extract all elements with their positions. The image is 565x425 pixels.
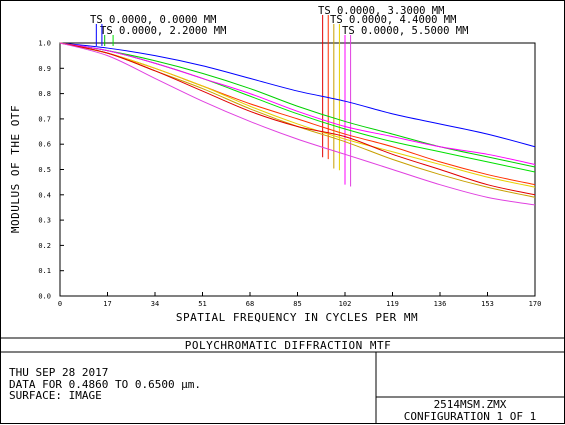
mtf-series-line-0 — [59, 42, 536, 148]
y-tick-label: 0.8 — [38, 90, 51, 98]
legend-entry-3-label: TS 0.0000, 4.4000 MM — [330, 14, 456, 26]
mtf-series-line-5 — [59, 42, 536, 188]
configuration-text: CONFIGURATION 1 OF 1 — [404, 410, 536, 423]
mtf-series-line-7 — [59, 42, 536, 196]
legend-entry-2-label: TS 0.0000, 3.3000 MM — [318, 5, 444, 17]
y-tick-label: 0.6 — [38, 141, 51, 149]
legend-markers — [95, 15, 352, 187]
x-tick-label: 102 — [339, 300, 352, 308]
x-axis-title: SPATIAL FREQUENCY IN CYCLES PER MM — [176, 311, 418, 324]
surface-text: SURFACE: IMAGE — [9, 389, 102, 402]
plot-area — [59, 42, 536, 297]
mtf-series-line-3 — [59, 42, 536, 165]
legend-entry-1-label: TS 0.0000, 2.2000 MM — [100, 25, 226, 37]
chart-title: POLYCHROMATIC DIFFRACTION MTF — [185, 339, 392, 352]
x-tick-label: 68 — [246, 300, 254, 308]
x-tick-label: 51 — [198, 300, 206, 308]
y-tick-label: 0.1 — [38, 267, 51, 275]
legend: TS 0.0000, 0.0000 MM TS 0.0000, 2.2000 M… — [90, 5, 468, 187]
y-tick-label: 1.0 — [38, 40, 51, 48]
file-name: 2514MSM.ZMX — [434, 398, 507, 411]
y-tick-label: 0.0 — [38, 293, 51, 301]
x-tick-label: 85 — [293, 300, 301, 308]
y-tick-label: 0.9 — [38, 65, 51, 73]
x-tick-label: 17 — [103, 300, 111, 308]
x-tick-label: 0 — [58, 300, 62, 308]
x-axis: 0 17 34 51 68 85 102 119 136 153 170 — [58, 292, 541, 308]
mtf-series-line-1 — [59, 42, 536, 168]
mtf-series-line-2 — [59, 42, 536, 173]
mtf-series-line-8 — [59, 42, 536, 206]
y-tick-label: 0.4 — [38, 191, 51, 199]
wavelength-range-text: DATA FOR 0.4860 TO 0.6500 µm. — [9, 378, 201, 391]
x-tick-label: 119 — [386, 300, 399, 308]
legend-entry-0-label: TS 0.0000, 0.0000 MM — [90, 14, 216, 26]
y-tick-label: 0.7 — [38, 115, 51, 123]
x-tick-label: 34 — [151, 300, 159, 308]
mtf-curves — [59, 42, 536, 206]
y-tick-label: 0.5 — [38, 166, 51, 174]
y-axis-title: MODULUS OF THE OTF — [9, 105, 22, 233]
y-tick-label: 0.2 — [38, 242, 51, 250]
legend-entry-4-label: TS 0.0000, 5.5000 MM — [342, 25, 468, 37]
y-tick-label: 0.3 — [38, 217, 51, 225]
y-axis: 0.0 0.1 0.2 0.3 0.4 0.5 0.6 0.7 0.8 0.9 1.0 — [38, 40, 64, 301]
x-tick-label: 153 — [481, 300, 494, 308]
date-text: THU SEP 28 2017 — [9, 366, 108, 379]
x-tick-label: 136 — [434, 300, 447, 308]
x-tick-label: 170 — [529, 300, 542, 308]
